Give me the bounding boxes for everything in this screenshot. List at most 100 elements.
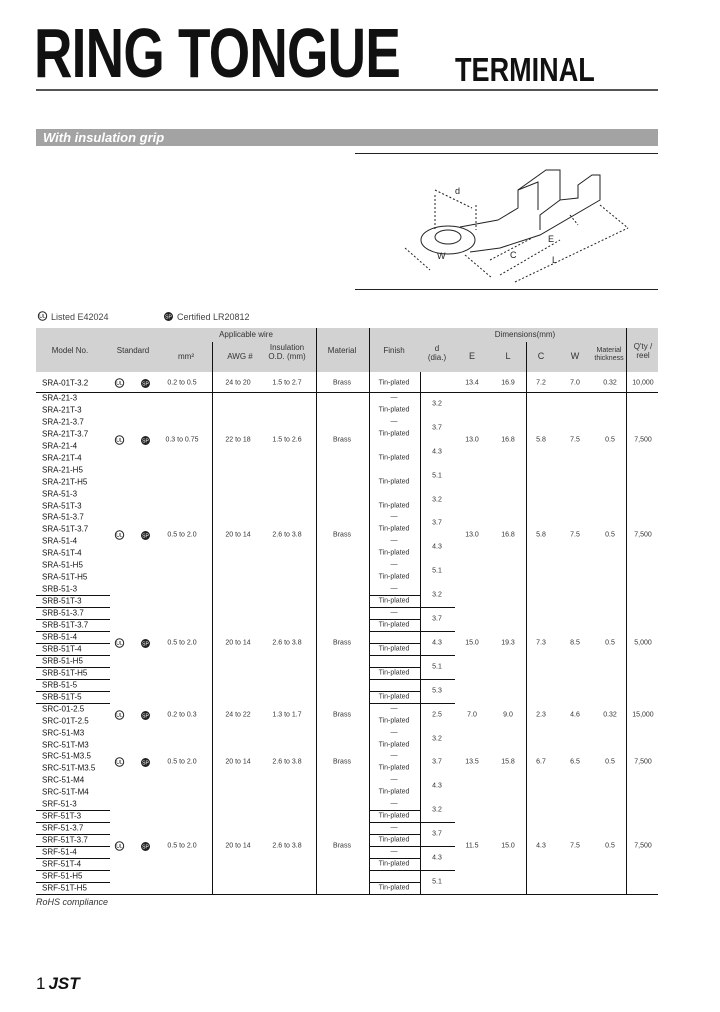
- ul-listed-icon: UL: [114, 638, 125, 648]
- cell-qty: 7,500: [634, 842, 652, 850]
- row-rule: [36, 834, 110, 836]
- row-rule: [369, 642, 420, 644]
- cell-d: 4.3: [432, 854, 442, 862]
- cell-awg: 20 to 14: [225, 758, 251, 766]
- svg-text:UL: UL: [116, 641, 123, 647]
- row-rule: [420, 678, 455, 680]
- row-rule: [369, 822, 420, 824]
- page-number: 1: [36, 974, 46, 993]
- model-number: SRF-51T-3: [42, 811, 82, 821]
- model-number: SRA-51-3: [42, 489, 78, 499]
- column-divider: [526, 342, 527, 894]
- model-number: SRB-51T-5: [42, 692, 82, 702]
- ul-legend: UL Listed E42024: [37, 311, 109, 322]
- col-material: Material: [327, 346, 357, 355]
- cell-finish: —: [390, 418, 398, 426]
- row-rule: [369, 858, 420, 860]
- cell-finish: Tin-plated: [378, 621, 410, 629]
- page-title: RING TONGUE: [34, 14, 401, 92]
- cell-W: 6.5: [570, 758, 580, 766]
- cell-d: 3.7: [432, 615, 442, 623]
- rohs-note: RoHS compliance: [36, 896, 109, 907]
- model-number: SRA-51-H5: [42, 560, 83, 570]
- col-awg: AWG #: [227, 352, 253, 361]
- csa-legend: SP Certified LR20812: [163, 311, 250, 322]
- model-number: SRA-21T-H5: [42, 477, 88, 487]
- col-e: E: [468, 351, 476, 361]
- col-d: d (dia.): [427, 344, 447, 362]
- cell-material: Brass: [333, 639, 351, 647]
- cell-finish: —: [390, 776, 398, 784]
- col-mm2: mm²: [178, 352, 194, 361]
- model-number: SRA-21T-3: [42, 405, 82, 415]
- col-c: C: [537, 351, 545, 361]
- column-divider: [369, 328, 370, 894]
- svg-text:UL: UL: [116, 438, 123, 444]
- cell-mm2: 0.2 to 0.3: [167, 711, 197, 719]
- svg-text:SP: SP: [142, 534, 149, 540]
- cell-material: Brass: [333, 436, 351, 444]
- col-dimensions: Dimensions(mm): [494, 330, 556, 339]
- cell-E: 13.0: [465, 436, 479, 444]
- cell-finish: —: [390, 848, 398, 856]
- row-rule: [36, 810, 110, 812]
- model-number: SRC-01-2.5: [42, 704, 85, 714]
- cell-finish: —: [390, 705, 398, 713]
- col-finish: Finish: [383, 346, 405, 355]
- cell-d: 3.2: [432, 496, 442, 504]
- svg-text:SP: SP: [165, 315, 172, 321]
- cell-d: 4.3: [432, 543, 442, 551]
- cell-finish: Tin-plated: [378, 478, 410, 486]
- cell-material: Brass: [333, 379, 351, 387]
- row-rule: [36, 631, 110, 632]
- cell-insulation: 1.5 to 2.7: [272, 379, 302, 387]
- row-rule: [369, 834, 420, 836]
- row-rule: [36, 702, 110, 704]
- col-model: Model No.: [51, 346, 89, 355]
- cell-insulation: 2.6 to 3.8: [272, 758, 302, 766]
- cell-d: 5.1: [432, 472, 442, 480]
- row-rule: [369, 595, 420, 597]
- column-divider: [626, 328, 627, 894]
- cell-C: 7.2: [536, 379, 546, 387]
- model-number: SRA-21T-4: [42, 453, 82, 463]
- row-rule: [369, 678, 420, 680]
- model-number: SRA-21T-3.7: [42, 429, 89, 439]
- cell-insulation: 2.6 to 3.8: [272, 842, 302, 850]
- cell-insulation: 2.6 to 3.8: [272, 639, 302, 647]
- model-number: SRB-51-5: [42, 680, 78, 690]
- title-divider: [36, 89, 658, 91]
- cell-finish: —: [390, 729, 398, 737]
- model-number: SRA-01T-3.2: [42, 378, 89, 388]
- model-number: SRB-51-H5: [42, 656, 83, 666]
- model-number: SRA-21-4: [42, 441, 78, 451]
- model-number: SRA-51-3.7: [42, 512, 84, 522]
- cell-insulation: 1.5 to 2.6: [272, 436, 302, 444]
- column-divider: [212, 342, 213, 894]
- cell-d: 3.2: [432, 400, 442, 408]
- csa-certified-icon: SP: [141, 379, 150, 388]
- cell-finish: —: [390, 609, 398, 617]
- row-rule: [369, 666, 420, 668]
- model-number: SRC-51-M3.5: [42, 751, 91, 761]
- cell-mm2: 0.3 to 0.75: [165, 436, 199, 444]
- figure-top-rule: [355, 153, 658, 154]
- model-number: SRF-51-H5: [42, 871, 83, 881]
- cell-finish: Tin-plated: [378, 379, 410, 387]
- cell-finish: Tin-plated: [378, 549, 410, 557]
- row-rule: [369, 810, 420, 812]
- svg-text:UL: UL: [116, 713, 123, 719]
- cell-finish: Tin-plated: [378, 454, 410, 462]
- cell-L: 15.0: [501, 842, 515, 850]
- cell-material: Brass: [333, 531, 351, 539]
- model-number: SRB-51T-3.7: [42, 620, 89, 630]
- label-e: E: [548, 234, 554, 244]
- model-number: SRC-51T-M3: [42, 740, 89, 750]
- cell-qty: 7,500: [634, 758, 652, 766]
- label-w: W: [437, 251, 446, 261]
- ul-listed-icon: UL: [114, 709, 125, 720]
- label-c: C: [510, 250, 517, 260]
- cell-material: Brass: [333, 758, 351, 766]
- col-thickness: Material thickness: [594, 347, 624, 362]
- model-number: SRF-51-3: [42, 799, 77, 809]
